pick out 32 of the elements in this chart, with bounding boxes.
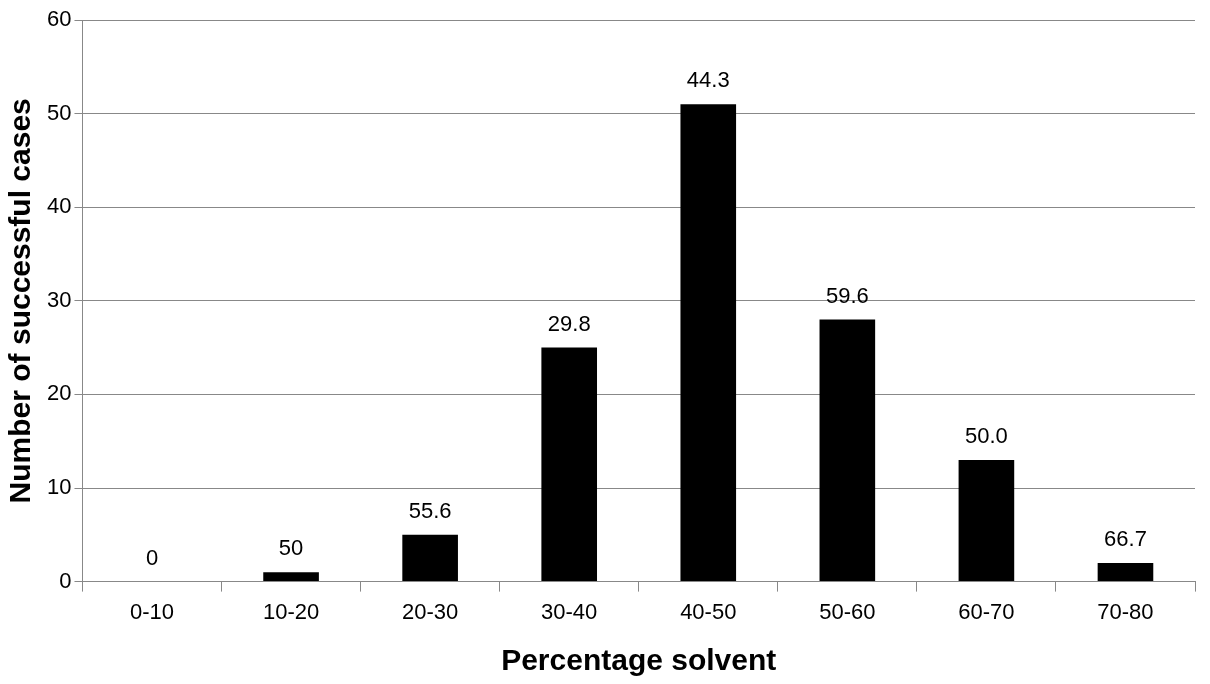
x-tick-label: 10-20	[262, 598, 320, 624]
annotation: 0	[145, 544, 159, 570]
annotation: 44.3	[686, 67, 730, 93]
y-tick-label: 50	[46, 99, 72, 125]
x-tick-label: 40-50	[680, 598, 737, 624]
x-tick-label: 50-60	[819, 598, 876, 624]
bar	[402, 534, 458, 582]
y-tick-label: 30	[46, 286, 72, 312]
x-tick-label: 60-70	[958, 598, 1015, 624]
y-tick-label: 40	[46, 193, 72, 219]
bar	[541, 347, 598, 582]
y-axis-title: Number of successful cases	[3, 98, 37, 504]
annotation: 50	[278, 535, 304, 561]
annotation: 59.6	[825, 282, 869, 308]
x-tick-label: 0-10	[129, 598, 175, 624]
x-tick-label: 20-30	[402, 598, 459, 624]
annotation: 50.0	[964, 422, 1008, 448]
annotation: 66.7	[1104, 525, 1147, 551]
annotation: 29.8	[547, 310, 591, 336]
x-tick-label: 30-40	[541, 598, 598, 624]
bar	[1097, 562, 1154, 582]
y-tick-label: 20	[46, 380, 72, 406]
y-tick-label: 10	[46, 474, 72, 500]
bar	[958, 459, 1015, 582]
bar	[680, 104, 737, 582]
y-tick-label: 0	[59, 567, 72, 593]
y-tick-label: 60	[46, 6, 72, 32]
bar	[263, 572, 319, 582]
x-tick-label: 70-80	[1097, 598, 1154, 624]
bar	[819, 319, 876, 582]
annotation: 55.6	[408, 497, 452, 523]
x-axis-title: Percentage solvent	[501, 643, 777, 677]
